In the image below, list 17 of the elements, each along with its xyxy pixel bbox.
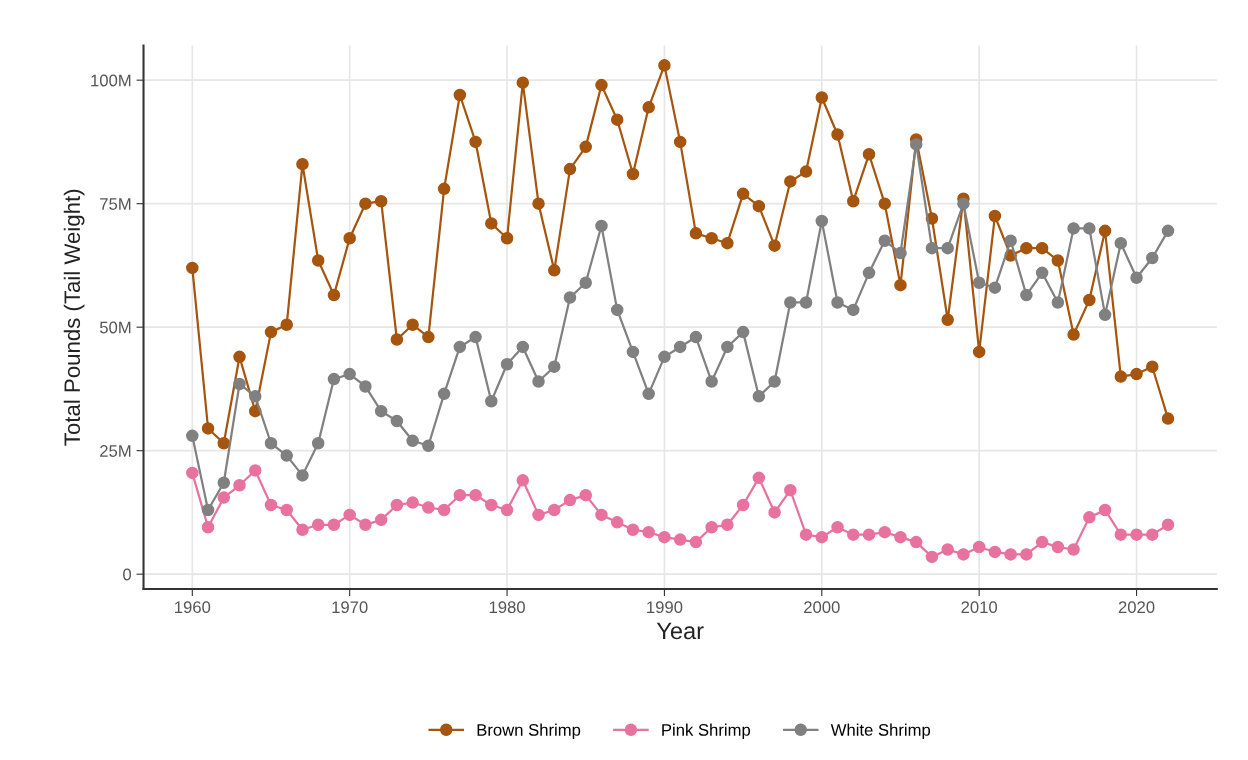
x-tick-label: 1960 bbox=[175, 601, 211, 614]
legend-label: White Shrimp bbox=[830, 723, 931, 740]
y-tick-label: 100M bbox=[91, 74, 131, 87]
y-tick-label: 75M bbox=[100, 198, 131, 210]
legend-label: Pink Shrimp bbox=[662, 723, 751, 740]
y-axis-title: Total Pounds (Tail Weight) bbox=[63, 189, 85, 446]
x-tick-label: 1970 bbox=[332, 601, 368, 614]
x-tick-label: 2000 bbox=[804, 601, 840, 614]
legend-label: Brown Shrimp bbox=[477, 723, 581, 740]
x-tick-label: 2010 bbox=[961, 601, 998, 614]
y-tick-label: 50M bbox=[99, 321, 131, 334]
x-axis-title: Year bbox=[656, 622, 704, 640]
x-tick-label: 2020 bbox=[1118, 601, 1155, 614]
x-tick-label: 1980 bbox=[489, 601, 525, 614]
x-tick-label: 1990 bbox=[647, 601, 683, 614]
y-tick-label: 25M bbox=[100, 445, 131, 457]
y-tick-label: 0 bbox=[123, 568, 132, 581]
